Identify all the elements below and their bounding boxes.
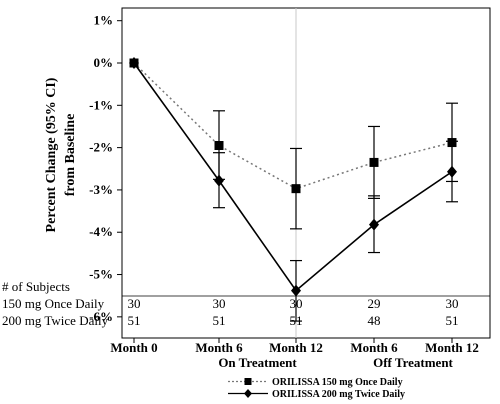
y-axis-label-line-2: from Baseline	[63, 114, 78, 197]
x-group-label: Off Treatment	[373, 355, 453, 370]
subject-count: 51	[290, 313, 303, 328]
plot-frame	[121, 7, 491, 339]
x-group-label: On Treatment	[218, 355, 297, 370]
legend-label: ORILISSA 150 mg Once Daily	[272, 377, 403, 388]
y-tick-label: 1%	[94, 13, 114, 28]
subject-count: 30	[213, 296, 226, 311]
series-line	[133, 62, 453, 190]
x-tick-label: Month 12	[269, 340, 323, 355]
x-axis: Month 0 Month 6 Month 12 Month 6 Month 12On …	[110, 338, 479, 370]
data-point-diamond	[369, 218, 379, 231]
y-axis-label: Percent Change (95% CI) from Baseline	[44, 77, 78, 232]
subjects-row-label-200: 200 mg Twice Daily	[2, 313, 109, 328]
subject-count: 30	[290, 296, 303, 311]
subject-count: 51	[213, 313, 226, 328]
data-point-square	[369, 157, 379, 167]
subjects-row-label-150: 150 mg Once Daily	[2, 296, 105, 311]
subject-count: 30	[128, 296, 141, 311]
subject-count: 29	[368, 296, 381, 311]
data-point-diamond	[214, 174, 224, 187]
x-tick-label: Month 6	[350, 340, 398, 355]
data-point-diamond	[129, 57, 139, 69]
y-axis: 1% 0% -1% -2% -3% -4% -5% -6%	[89, 13, 122, 324]
legend-marker-square	[244, 378, 252, 385]
subjects-header: # of Subjects	[2, 279, 70, 294]
data-point-square	[214, 141, 224, 150]
data-point-square	[291, 184, 301, 194]
series-layer	[129, 57, 458, 322]
x-tick-label: Month 12	[425, 340, 479, 355]
y-tick-label: -5%	[89, 267, 113, 282]
y-tick-label: 0%	[94, 55, 114, 70]
y-tick-label: -6%	[89, 309, 113, 324]
legend-marker-diamond	[244, 389, 252, 398]
data-point-diamond	[447, 165, 457, 178]
series-200mg	[129, 57, 458, 322]
plot-border	[121, 7, 491, 339]
y-axis-label-line-1: Percent Change (95% CI)	[44, 77, 59, 232]
legend-label: ORILISSA 200 mg Twice Daily	[272, 389, 405, 400]
subject-count: 30	[446, 296, 459, 311]
y-tick-label: -2%	[89, 140, 113, 155]
series-line	[133, 62, 453, 292]
x-tick-label: Month 0	[110, 340, 157, 355]
subject-count: 48	[368, 313, 381, 328]
x-tick-label: Month 6	[195, 340, 243, 355]
subject-count: 51	[128, 313, 141, 328]
y-tick-label: -1%	[89, 97, 113, 112]
subjects-table: # of Subjects 150 mg Once Daily 200 mg T…	[2, 279, 459, 328]
subject-count: 51	[446, 313, 459, 328]
y-tick-label: -4%	[89, 224, 113, 239]
y-tick-label: -3%	[89, 182, 113, 197]
series-150mg	[129, 58, 458, 230]
data-point-diamond	[291, 284, 301, 297]
